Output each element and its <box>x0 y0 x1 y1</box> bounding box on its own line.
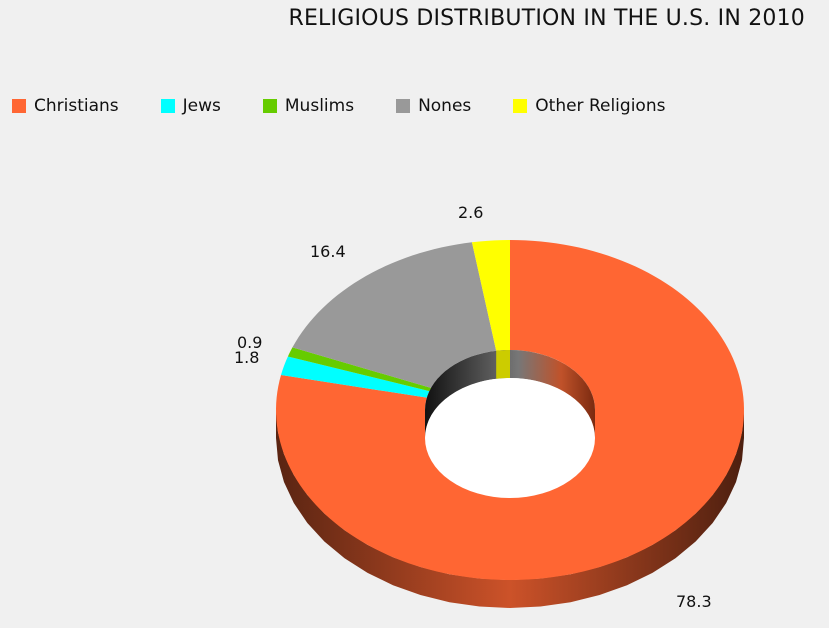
legend-label-other-religions: Other Religions <box>535 96 666 116</box>
slice-other-religions <box>471 240 510 351</box>
legend-item-jews[interactable]: Jews <box>160 96 221 116</box>
legend-label-christians: Christians <box>34 96 119 116</box>
legend-item-nones[interactable]: Nones <box>396 96 471 116</box>
data-label-jews: 1.8 <box>234 348 259 367</box>
slice-jews <box>281 356 430 398</box>
donut-hole <box>425 378 595 498</box>
legend-swatch-nones <box>396 99 411 113</box>
legend-item-other-religions[interactable]: Other Religions <box>513 96 665 116</box>
legend-label-jews: Jews <box>182 96 221 116</box>
legend-label-muslims: Muslims <box>284 96 355 116</box>
legend-item-christians[interactable]: Christians <box>12 96 119 116</box>
data-label-other-religions: 2.6 <box>458 203 483 222</box>
legend-swatch-christians <box>12 99 26 113</box>
legend: Christians Jews Muslims Nones Other Reli… <box>12 96 707 116</box>
data-label-nones: 16.4 <box>310 242 346 261</box>
legend-swatch-jews <box>160 99 175 113</box>
data-label-christians: 78.3 <box>676 592 712 611</box>
slice-nones <box>292 242 497 388</box>
legend-swatch-muslims <box>262 99 277 113</box>
inner-wall-other-religions <box>496 350 510 379</box>
legend-swatch-other-religions <box>513 99 528 113</box>
legend-label-nones: Nones <box>418 96 472 116</box>
slice-christians <box>276 240 744 580</box>
data-label-muslims: 0.9 <box>237 333 262 352</box>
slice-muslims <box>287 347 431 392</box>
donut-depth-layer <box>276 410 744 608</box>
chart-title: RELIGIOUS DISTRIBUTION IN THE U.S. IN 20… <box>288 6 805 31</box>
inner-wall <box>425 350 595 438</box>
donut-hole-layer <box>425 350 595 498</box>
side-wall-christians <box>276 410 744 608</box>
legend-item-muslims[interactable]: Muslims <box>262 96 355 116</box>
donut-top-layer <box>276 240 744 580</box>
data-labels: 78.3 1.80.9 16.4 2.6 <box>234 203 712 611</box>
